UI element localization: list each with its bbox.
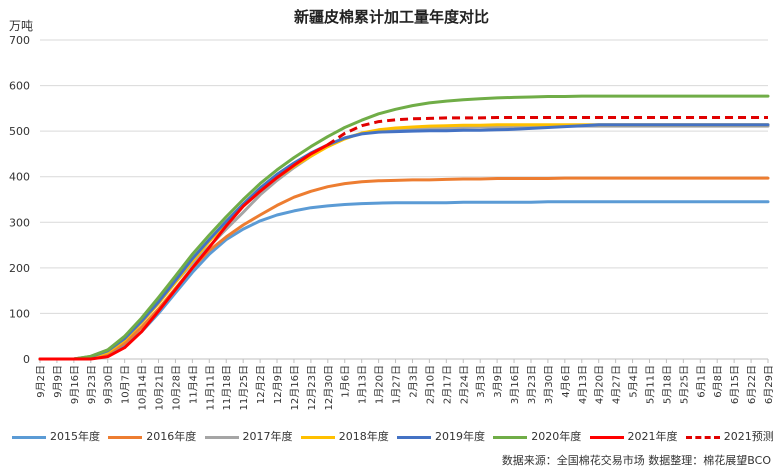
y-tick-label: 400 bbox=[9, 171, 30, 184]
legend-item: 2017年度 bbox=[204, 428, 293, 444]
x-tick-label: 2月10日 bbox=[424, 365, 436, 404]
x-tick-label: 10月21日 bbox=[154, 365, 166, 410]
x-tick-label: 5月18日 bbox=[661, 365, 673, 404]
x-tick-label: 5月4日 bbox=[628, 365, 640, 398]
legend-item: 2015年度 bbox=[12, 428, 100, 444]
x-tick-label: 6月29日 bbox=[763, 365, 775, 404]
x-tick-label: 10月14日 bbox=[137, 365, 149, 410]
legend-label: 2015年度 bbox=[50, 430, 100, 443]
x-tick-label: 1月13日 bbox=[357, 365, 369, 404]
legend-label: 2017年度 bbox=[242, 430, 293, 443]
x-tick-label: 9月30日 bbox=[103, 365, 115, 404]
legend-item: 2019年度 bbox=[397, 428, 485, 444]
x-tick-label: 12月2日 bbox=[255, 365, 267, 404]
x-tick-label: 10月28日 bbox=[170, 365, 182, 410]
x-tick-label: 12月16日 bbox=[289, 365, 301, 410]
legend-label: 2018年度 bbox=[338, 430, 389, 443]
legend-item: 2021预测 bbox=[685, 428, 774, 444]
x-tick-label: 3月3日 bbox=[475, 365, 487, 398]
chart-legend: 2015年度 2016年度 2017年度 2018年度 2019年度 2020年度 2021… bbox=[10, 428, 780, 444]
x-tick-label: 12月23日 bbox=[306, 365, 318, 410]
legend-swatch bbox=[589, 435, 624, 439]
legend-label: 2019年度 bbox=[435, 430, 485, 443]
y-tick-label: 0 bbox=[23, 353, 30, 366]
x-tick-label: 6月22日 bbox=[746, 365, 758, 404]
series-line bbox=[38, 123, 770, 361]
x-tick-label: 3月30日 bbox=[543, 365, 555, 404]
x-tick-label: 12月30日 bbox=[323, 365, 335, 410]
x-tick-label: 9月16日 bbox=[69, 365, 81, 404]
legend-swatch bbox=[12, 435, 46, 439]
x-tick-label: 3月16日 bbox=[509, 365, 521, 404]
legend-swatch bbox=[108, 435, 143, 439]
legend-label: 2021预测 bbox=[723, 430, 774, 443]
data-source-note: 数据来源：全国棉花交易市场 数据整理：棉花展望BCO bbox=[501, 454, 771, 467]
x-tick-label: 12月9日 bbox=[272, 365, 284, 404]
legend-item: 2020年度 bbox=[493, 428, 581, 444]
legend-item: 2018年度 bbox=[300, 428, 389, 444]
x-tick-label: 4月20日 bbox=[594, 365, 606, 404]
y-tick-label: 200 bbox=[9, 262, 30, 275]
x-tick-label: 2月3日 bbox=[407, 365, 419, 398]
legend-swatch bbox=[685, 435, 720, 439]
y-tick-label: 600 bbox=[9, 80, 30, 93]
y-tick-label: 300 bbox=[9, 216, 30, 229]
legend-label: 2021年度 bbox=[627, 430, 678, 443]
x-tick-label: 9月2日 bbox=[35, 365, 47, 398]
y-tick-label: 700 bbox=[9, 34, 30, 47]
x-tick-label: 3月9日 bbox=[492, 365, 504, 398]
legend-item: 2021年度 bbox=[589, 428, 678, 444]
x-tick-label: 5月25日 bbox=[678, 365, 690, 404]
x-tick-label: 1月27日 bbox=[391, 365, 403, 404]
x-tick-label: 6月8日 bbox=[712, 365, 724, 398]
series-line bbox=[38, 94, 770, 361]
x-tick-label: 9月23日 bbox=[86, 365, 98, 404]
x-tick-label: 3月23日 bbox=[526, 365, 538, 404]
x-tick-label: 1月6日 bbox=[340, 365, 352, 398]
x-tick-label: 4月27日 bbox=[611, 365, 623, 404]
chart-title: 新疆皮棉累计加工量年度对比 bbox=[293, 8, 489, 26]
series-line bbox=[326, 116, 768, 147]
series-line bbox=[38, 176, 770, 361]
x-tick-label: 4月13日 bbox=[577, 365, 589, 404]
x-tick-label: 11月25日 bbox=[238, 365, 250, 410]
x-tick-label: 9月9日 bbox=[52, 365, 64, 398]
x-tick-label: 6月1日 bbox=[695, 365, 707, 398]
legend-swatch bbox=[204, 435, 239, 439]
legend-item: 2016年度 bbox=[108, 428, 196, 444]
x-tick-label: 6月15日 bbox=[729, 365, 741, 404]
x-tick-label: 2月24日 bbox=[458, 365, 470, 404]
legend-label: 2016年度 bbox=[146, 430, 197, 443]
y-tick-label: 100 bbox=[9, 307, 30, 320]
x-tick-label: 11月4日 bbox=[187, 365, 199, 404]
legend-swatch bbox=[493, 435, 528, 439]
series-line bbox=[38, 200, 770, 361]
series-line bbox=[38, 143, 330, 361]
x-tick-label: 4月6日 bbox=[560, 365, 572, 398]
x-tick-label: 10月7日 bbox=[120, 365, 132, 404]
y-axis-unit-label: 万吨 bbox=[9, 19, 34, 33]
legend-swatch bbox=[397, 435, 431, 439]
legend-swatch bbox=[300, 435, 335, 439]
y-tick-label: 500 bbox=[9, 125, 30, 138]
x-tick-label: 11月11日 bbox=[204, 365, 216, 410]
legend-label: 2020年度 bbox=[531, 430, 582, 443]
x-tick-label: 2月17日 bbox=[441, 365, 453, 404]
x-tick-label: 5月11日 bbox=[644, 365, 656, 404]
x-tick-label: 11月18日 bbox=[221, 365, 233, 410]
x-tick-label: 1月20日 bbox=[374, 365, 386, 404]
